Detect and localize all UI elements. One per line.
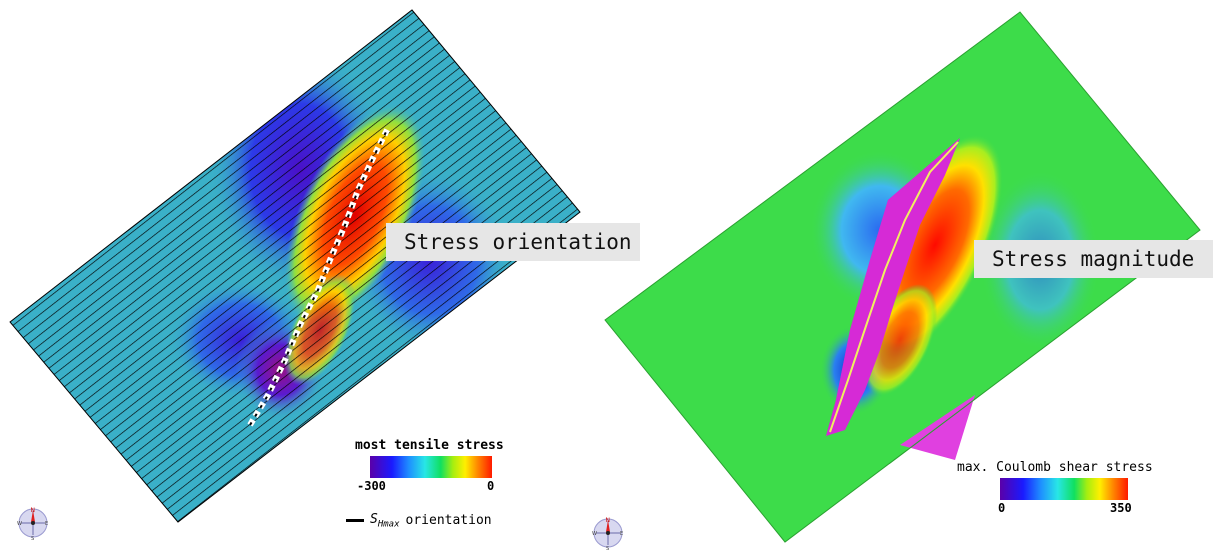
left-colorbar-title: most tensile stress — [355, 438, 504, 453]
svg-text:W: W — [592, 531, 597, 537]
left-colorbar — [370, 456, 492, 478]
svg-text:E: E — [45, 521, 48, 527]
stress-orientation-label: Stress orientation — [386, 223, 640, 261]
legend-text: orientation — [405, 513, 492, 529]
right-colorbar-min: 0 — [998, 501, 1006, 515]
right-colorbar-max: 350 — [1110, 501, 1132, 515]
stress-magnitude-label: Stress magnitude — [974, 240, 1213, 278]
left-colorbar-min: -300 — [357, 479, 386, 493]
svg-text:N: N — [31, 507, 36, 514]
compass-icon-right: N S E W — [592, 517, 623, 550]
left-colorbar-max: 0 — [487, 479, 495, 493]
svg-text:W: W — [17, 521, 22, 527]
right-colorbar-title: max. Coulomb shear stress — [957, 460, 1153, 475]
svg-text:N: N — [606, 517, 611, 524]
svg-text:E: E — [620, 531, 623, 537]
right-colorbar — [1000, 478, 1128, 500]
shmax-legend: SHmax orientation — [346, 512, 492, 530]
svg-text:S: S — [606, 546, 609, 550]
legend-line-icon — [346, 519, 364, 523]
svg-text:S: S — [31, 536, 34, 540]
compass-icon-left: N S E W — [17, 507, 48, 540]
legend-symbol: SHmax — [370, 512, 400, 530]
